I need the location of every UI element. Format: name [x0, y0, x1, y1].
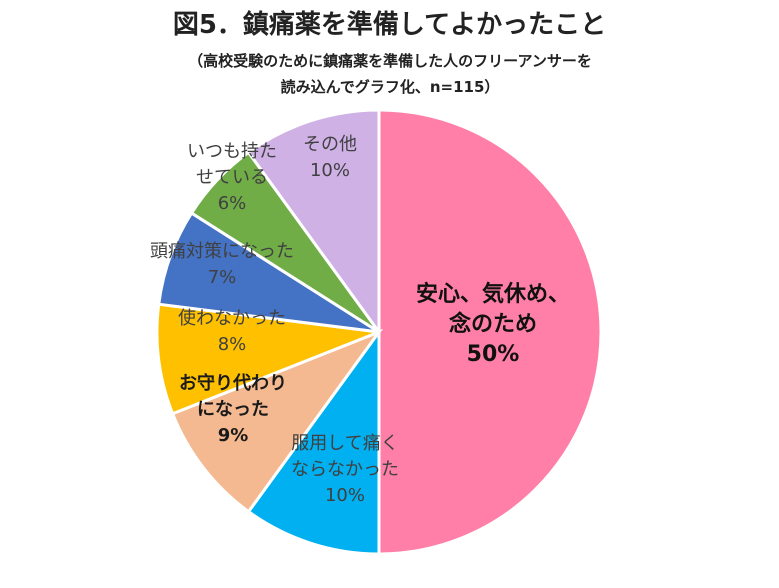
pie-slice-1 [246, 327, 381, 556]
pie-slice-pct-label-3: 8% [218, 334, 247, 355]
pie-slice-0 [377, 108, 603, 556]
pie-slice-3 [155, 302, 380, 416]
pie-slice-label-6: その他 [303, 134, 357, 155]
pie-slice-pct-label-4: 7% [208, 267, 237, 288]
pie-slice-6 [246, 108, 381, 337]
pie-slice-label-2: になった [197, 399, 269, 420]
pie-slice-label-0: 安心、気休め、 [416, 281, 570, 307]
pie-slice-2 [170, 328, 384, 514]
pie-slice-pct-label-2: 9% [218, 425, 249, 446]
pie-slice-label-4: 頭痛対策になった [150, 241, 294, 262]
pie-slice-label-5: せている [196, 167, 268, 188]
pie-slice-label-1: 服用して痛く [291, 433, 398, 454]
pie-slice-label-0: 念のため [449, 311, 537, 337]
chart-title: 図5．鎮痛薬を準備してよかったこと [172, 10, 607, 40]
pie-slice-label-5: いつも持た [187, 141, 277, 162]
pie-slice-pct-label-6: 10% [310, 160, 350, 181]
chart-subtitle-line1: （高校受験のために鎮痛薬を準備した人のフリーアンサーを [188, 52, 592, 70]
chart-subtitle-line2: 読み込んでグラフ化、n=115） [280, 78, 500, 96]
pie-slice-label-3: 使わなかった [178, 308, 286, 329]
pie-slice-pct-label-1: 10% [325, 485, 365, 506]
pie-slice-pct-label-5: 6% [218, 193, 247, 214]
pie-slice-label-2: お守り代わり [179, 372, 287, 394]
pie-slice-pct-label-0: 50% [467, 342, 520, 367]
pie-slice-label-1: ならなかった [291, 459, 399, 480]
